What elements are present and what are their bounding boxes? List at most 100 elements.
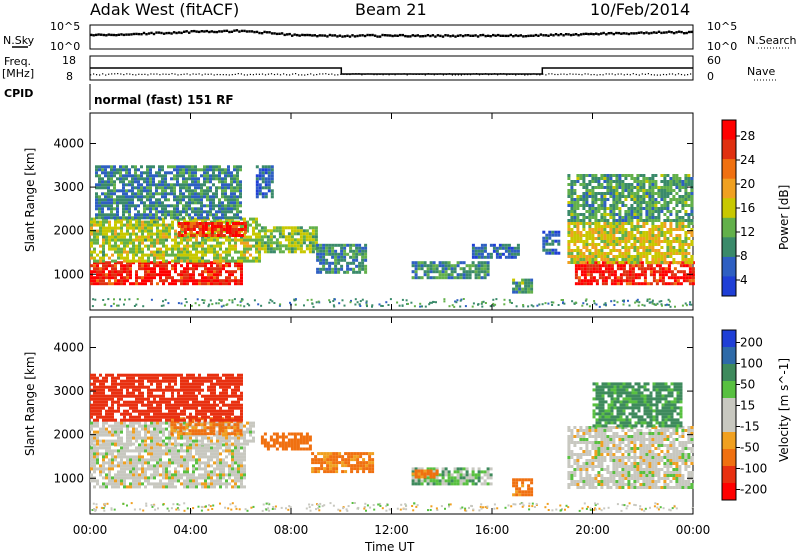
- data-cell: [237, 231, 241, 234]
- data-cell: [328, 246, 332, 250]
- data-cell: [225, 247, 228, 251]
- nave-point: [186, 73, 188, 75]
- data-cell: [222, 467, 225, 471]
- data-cell: [224, 174, 227, 178]
- data-cell: [216, 235, 219, 239]
- nave-point: [506, 74, 508, 76]
- data-cell: [567, 234, 571, 237]
- data-cell: [633, 216, 637, 219]
- data-cell: [264, 186, 268, 190]
- data-cell: [567, 231, 571, 234]
- data-cell: [138, 226, 141, 230]
- data-cell: [147, 244, 150, 248]
- data-cell: [152, 192, 155, 196]
- nave-point: [542, 73, 544, 75]
- data-cell: [570, 201, 574, 204]
- data-cell: [180, 476, 183, 480]
- data-cell: [120, 458, 123, 462]
- data-cell: [221, 177, 224, 181]
- data-cell: [234, 485, 237, 489]
- data-cell: [637, 264, 641, 268]
- data-cell: [113, 186, 116, 190]
- data-cell: [198, 256, 201, 260]
- data-cell: [90, 458, 93, 462]
- data-cell: [207, 464, 210, 468]
- data-cell: [197, 177, 200, 181]
- data-cell: [231, 458, 234, 462]
- data-cell: [606, 255, 610, 258]
- data-cell: [678, 195, 682, 198]
- data-cell: [90, 467, 93, 471]
- data-cell: [162, 270, 165, 274]
- data-cell: [233, 201, 236, 205]
- data-cell: [144, 229, 147, 233]
- data-cell: [621, 189, 625, 192]
- data-cell: [200, 201, 203, 205]
- data-cell: [150, 455, 153, 459]
- data-cell: [180, 222, 184, 225]
- data-cell: [681, 252, 685, 255]
- data-cell: [640, 273, 644, 277]
- data-cell: [146, 165, 149, 169]
- data-cell: [358, 252, 362, 256]
- noise-point: [170, 32, 173, 35]
- data-cell: [212, 207, 215, 211]
- data-cell: [618, 228, 622, 231]
- data-cell: [162, 461, 165, 465]
- data-cell: [221, 216, 224, 220]
- nave-point: [352, 73, 354, 75]
- data-cell: [657, 255, 661, 258]
- data-cell: [615, 219, 619, 222]
- data-cell: [249, 244, 252, 248]
- data-cell: [600, 240, 604, 243]
- data-cell: [585, 183, 589, 186]
- data-cell: [116, 171, 119, 175]
- data-cell: [243, 467, 246, 471]
- data-cell: [681, 207, 685, 210]
- data-cell: [120, 226, 123, 230]
- data-cell: [236, 195, 239, 199]
- data-cell: [191, 207, 194, 211]
- data-cell: [165, 449, 168, 453]
- data-cell: [591, 255, 595, 258]
- data-cell: [146, 204, 149, 208]
- data-cell: [579, 222, 583, 225]
- data-cell: [147, 235, 150, 239]
- data-cell: [158, 168, 161, 172]
- data-cell: [634, 282, 638, 286]
- data-cell: [158, 186, 161, 190]
- data-cell: [153, 241, 156, 245]
- data-cell: [311, 250, 315, 254]
- data-cell: [101, 165, 104, 169]
- data-cell: [143, 201, 146, 205]
- data-cell: [95, 174, 98, 178]
- data-cell: [228, 273, 231, 277]
- noise-point: [517, 34, 520, 38]
- data-cell: [684, 198, 688, 201]
- data-cell: [612, 189, 616, 192]
- data-cell: [653, 303, 656, 306]
- data-cell: [267, 177, 271, 181]
- noise-point: [135, 32, 138, 36]
- data-cell: [548, 251, 552, 255]
- data-cell: [171, 253, 174, 257]
- data-cell: [319, 258, 323, 262]
- data-cell: [174, 267, 177, 271]
- data-cell: [221, 201, 224, 205]
- nave-point: [246, 74, 248, 76]
- data-cell: [222, 476, 225, 480]
- data-cell: [609, 216, 613, 219]
- nave-point: [439, 73, 441, 75]
- data-cell: [651, 207, 655, 210]
- data-cell: [459, 267, 463, 271]
- data-cell: [524, 287, 528, 291]
- data-cell: [135, 259, 138, 263]
- data-cell: [612, 237, 616, 240]
- data-cell: [633, 237, 637, 240]
- data-cell: [648, 228, 652, 231]
- data-cell: [117, 470, 120, 474]
- data-cell: [691, 273, 695, 277]
- noise-point: [95, 33, 98, 37]
- data-cell: [183, 270, 186, 274]
- data-cell: [510, 302, 513, 304]
